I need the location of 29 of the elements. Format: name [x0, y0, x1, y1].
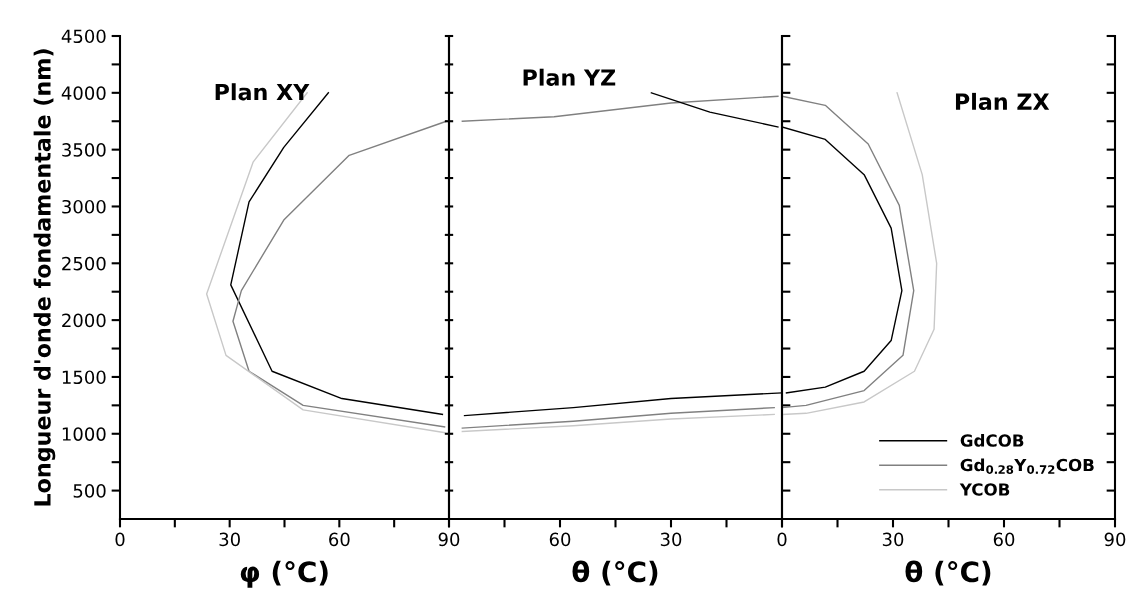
x-tick-label: 60: [549, 532, 571, 547]
x-tick-label: 0: [115, 532, 125, 547]
legend-label: YCOB: [959, 483, 1010, 496]
x-tick-label: 60: [329, 532, 350, 547]
x-tick-label: 60: [993, 532, 1015, 547]
y-tick-label: 4500: [61, 29, 106, 44]
y-tick-label: 3500: [62, 143, 106, 157]
y-tick-label: 3000: [62, 199, 106, 214]
x-axis-title: φ (°C): [240, 560, 328, 588]
y-tick-label: 500: [73, 484, 106, 498]
y-tick-label: 2000: [62, 313, 106, 328]
x-tick-label: 30: [660, 532, 682, 547]
legend-label: Gd$_{0.28}$Y$_{0.72}$COB: [960, 458, 1094, 474]
y-tick-label: 1000: [62, 427, 106, 441]
x-tick-label: 90: [438, 532, 460, 547]
annotation: Plan XY: [215, 83, 310, 101]
y-axis-title: Longueur d'onde fondamentale (nm): [33, 49, 56, 506]
y-tick-label: 1500: [62, 370, 106, 385]
x-tick-label: 0: [777, 532, 787, 547]
annotation: Plan YZ: [523, 68, 616, 86]
annotation: Plan ZX: [955, 92, 1050, 111]
legend-label: GdCOB: [960, 433, 1024, 447]
y-tick-label: 2500: [62, 256, 106, 271]
x-tick-label: 30: [219, 532, 240, 547]
x-axis-title: θ (°C): [905, 560, 991, 586]
x-tick-label: 30: [882, 532, 904, 547]
x-tick-label: 90: [1104, 532, 1126, 547]
x-axis-title: θ (°C): [572, 560, 658, 586]
y-tick-label: 4000: [61, 86, 106, 100]
